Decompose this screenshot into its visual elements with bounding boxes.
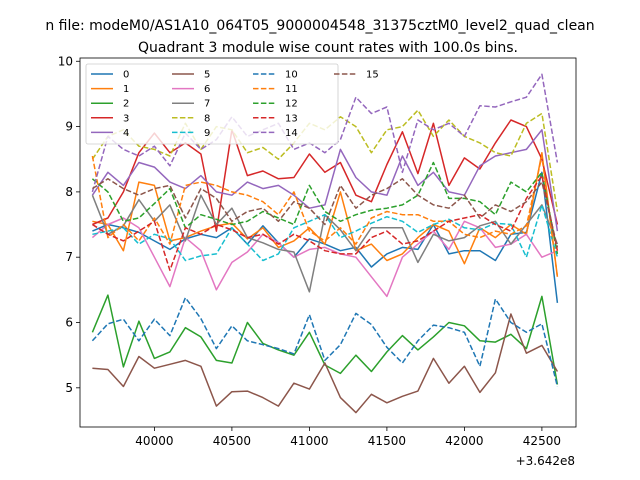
x-tick-label: 42000 [445, 434, 483, 448]
x-tick-label: 40500 [213, 434, 251, 448]
legend-label-9: 9 [204, 128, 210, 139]
x-tick-label: 42500 [523, 434, 561, 448]
series-line-3 [92, 119, 559, 232]
y-tick-label: 5 [65, 381, 73, 395]
series-line-5 [92, 313, 559, 414]
legend-label-7: 7 [204, 99, 210, 110]
y-tick-label: 10 [58, 54, 73, 68]
series-line-6 [91, 217, 558, 298]
legend-label-11: 11 [285, 84, 298, 95]
series-line-15 [91, 178, 559, 248]
figure-suptitle: n file: modeM0/AS1A10_064T05_9000004548_… [45, 18, 594, 34]
legend-label-2: 2 [123, 99, 129, 110]
y-tick-label: 9 [65, 120, 73, 134]
x-tick-label: 40000 [135, 434, 173, 448]
series-line-12 [91, 161, 559, 255]
legend-box [85, 63, 339, 145]
x-offset-label: +3.642e8 [516, 454, 575, 468]
legend-label-1: 1 [123, 84, 129, 95]
legend-label-13: 13 [285, 113, 298, 124]
series-line-2 [91, 294, 559, 385]
series-line-13 [91, 174, 559, 272]
x-tick-label: 41000 [290, 434, 328, 448]
axes-frame [79, 57, 577, 428]
legend-label-5: 5 [204, 70, 210, 81]
y-tick-label: 7 [65, 250, 73, 264]
legend-label-4: 4 [123, 128, 129, 139]
series-line-8 [91, 109, 559, 212]
series-line-14 [91, 73, 559, 193]
chart-title: Quadrant 3 module wise count rates with … [138, 40, 518, 56]
y-tick-label: 6 [65, 316, 73, 330]
legend-label-15: 15 [366, 70, 379, 81]
legend-label-8: 8 [204, 113, 210, 124]
legend-label-10: 10 [285, 70, 298, 81]
series-line-4 [91, 129, 559, 232]
legend-label-12: 12 [285, 99, 298, 110]
series-lines [91, 73, 559, 414]
legend-label-14: 14 [285, 128, 298, 139]
legend-label-6: 6 [204, 84, 210, 95]
series-line-11 [91, 155, 559, 277]
series-line-9 [92, 204, 559, 262]
legend-label-3: 3 [123, 113, 129, 124]
y-tick-label: 8 [65, 185, 73, 199]
series-line-10 [91, 296, 559, 387]
x-tick-label: 41500 [368, 434, 406, 448]
legend-label-0: 0 [123, 70, 129, 81]
